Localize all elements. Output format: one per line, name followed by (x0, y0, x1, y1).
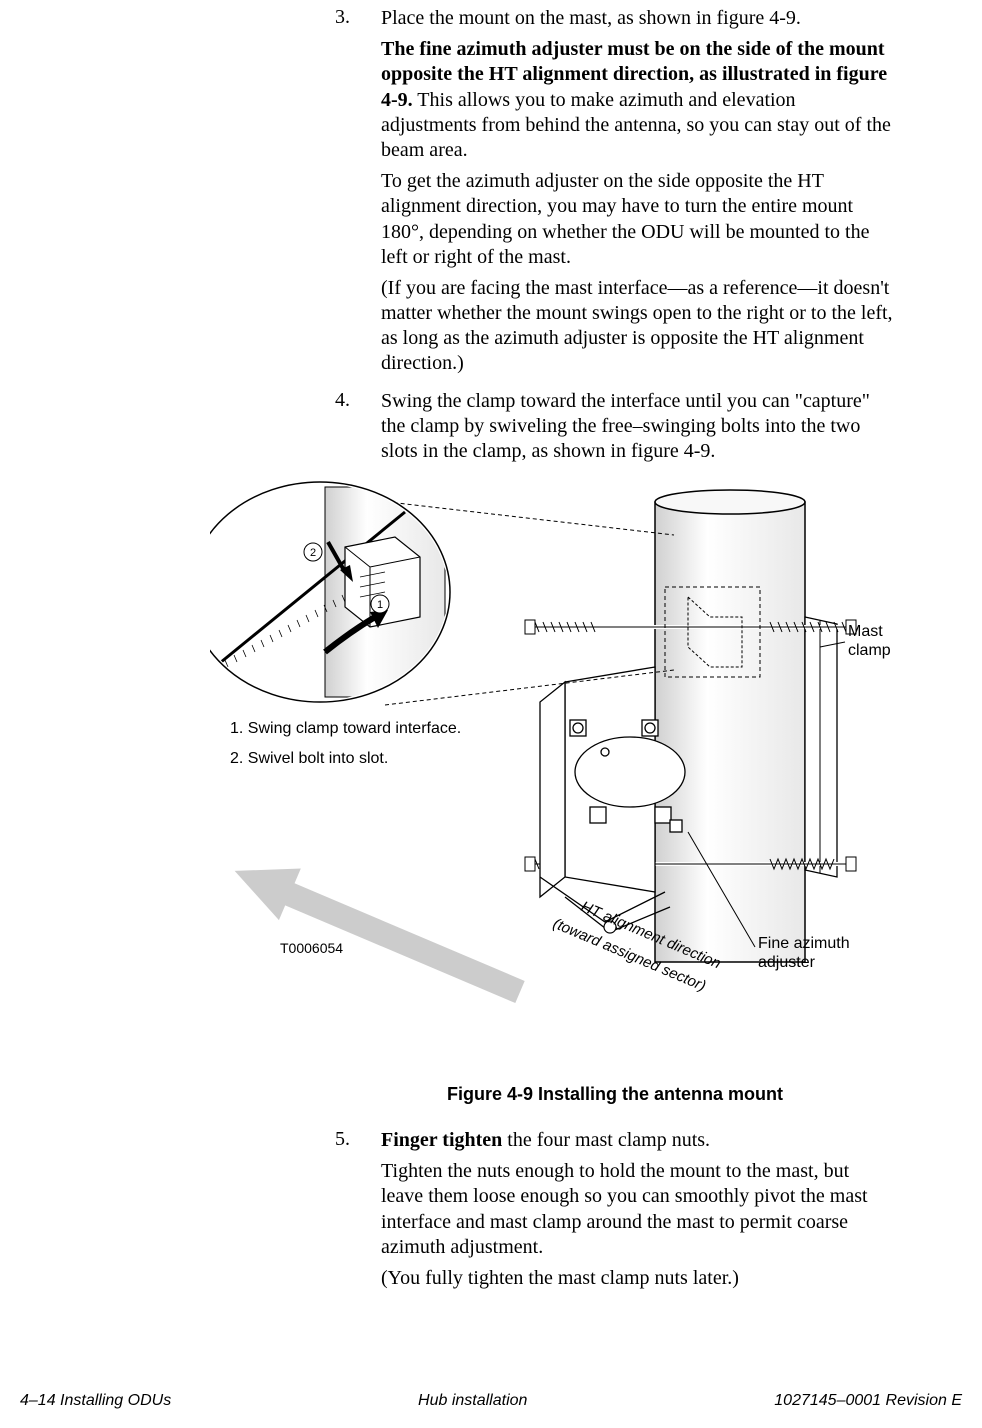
step-number: 3. (335, 6, 381, 383)
step-body: Place the mount on the mast, as shown in… (381, 6, 895, 383)
step-body: Finger tighten the four mast clamp nuts.… (381, 1128, 895, 1297)
step-number: 5. (335, 1128, 381, 1297)
step-5-p1: Finger tighten the four mast clamp nuts. (381, 1128, 895, 1153)
step-number: 4. (335, 389, 381, 471)
step-4: 4. Swing the clamp toward the interface … (335, 389, 895, 471)
fig-label-mast-clamp: Mast clamp (848, 622, 908, 660)
footer-right: 1027145–0001 Revision E (774, 1392, 962, 1410)
step-5-p3: (You fully tighten the mast clamp nuts l… (381, 1266, 895, 1291)
step-5: 5. Finger tighten the four mast clamp nu… (335, 1128, 895, 1297)
fig-label-2: 2. Swivel bolt into slot. (230, 750, 388, 768)
content-bottom: 5. Finger tighten the four mast clamp nu… (335, 1128, 895, 1303)
footer-center: Hub installation (418, 1392, 527, 1410)
step-3-p3: To get the azimuth adjuster on the side … (381, 169, 895, 270)
step-3-p1: Place the mount on the mast, as shown in… (381, 6, 895, 31)
footer-left: 4–14 Installing ODUs (20, 1392, 171, 1410)
figure-4-9: 1 2 HT alignment direction (toward assig… (210, 472, 910, 1042)
fig-label-1: 1. Swing clamp toward interface. (230, 720, 461, 738)
step-4-p1: Swing the clamp toward the interface unt… (381, 389, 895, 465)
callout-2: 2 (310, 547, 316, 559)
figure-id: T0006054 (280, 940, 343, 956)
figure-caption: Figure 4-9 Installing the antenna mount (335, 1084, 895, 1105)
callout-1: 1 (377, 599, 383, 611)
content-top: 3. Place the mount on the mast, as shown… (335, 6, 895, 476)
step-3-p2: The fine azimuth adjuster must be on the… (381, 37, 895, 163)
step-5-p1b: the four mast clamp nuts. (502, 1129, 710, 1151)
fig-label-fine-azimuth: Fine azimuth adjuster (758, 934, 878, 972)
step-body: Swing the clamp toward the interface unt… (381, 389, 895, 471)
step-3-p2b: This allows you to make azimuth and elev… (381, 89, 891, 161)
page-footer: 4–14 Installing ODUs Hub installation 10… (20, 1392, 962, 1410)
step-5-p2: Tighten the nuts enough to hold the moun… (381, 1159, 895, 1260)
step-3-p4: (If you are facing the mast interface—as… (381, 276, 895, 377)
step-3: 3. Place the mount on the mast, as shown… (335, 6, 895, 383)
step-5-bold: Finger tighten (381, 1129, 502, 1151)
